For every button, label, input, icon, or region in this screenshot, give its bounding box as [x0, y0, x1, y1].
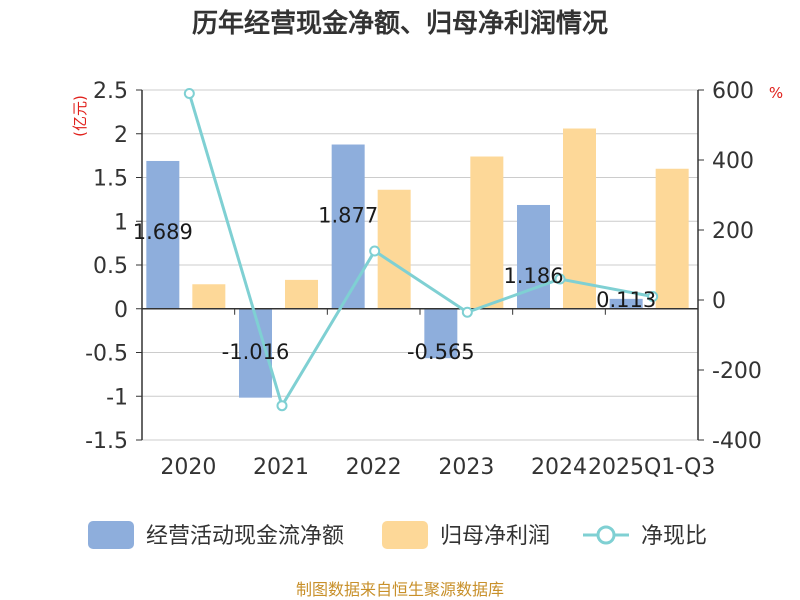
data-label-cashflow: -0.565 [407, 340, 475, 364]
legend-label-cashflow: 经营活动现金流净额 [146, 524, 344, 549]
legend-swatch-profit [382, 521, 428, 549]
legend-label-ratio: 净现比 [641, 524, 707, 549]
right-axis-unit: % [769, 84, 783, 102]
data-label-cashflow: 0.113 [596, 288, 656, 312]
right-tick-label: 600 [712, 79, 754, 104]
left-tick-label: 0 [114, 298, 128, 323]
bar-profit [377, 189, 411, 309]
bar-profit [285, 279, 318, 309]
legend-label-profit: 归母净利润 [440, 524, 550, 549]
ratio-polyline [187, 93, 653, 410]
ratio-point [461, 306, 473, 318]
x-tick-label: 2023 [438, 455, 494, 480]
right-tick-label: -400 [712, 429, 762, 454]
x-axis-ticks: 2020 2021 2022 2023 2024 2025Q1-Q3 [160, 455, 715, 480]
ratio-point [369, 245, 381, 257]
ratio-point [183, 88, 195, 99]
bar-cashflow [146, 160, 180, 309]
gridlines [142, 89, 698, 441]
ratio-point [276, 400, 288, 412]
right-tick-label: 0 [712, 289, 726, 314]
data-label-cashflow: 1.877 [318, 204, 378, 228]
ratio-line [183, 88, 659, 412]
right-tick-label: 400 [712, 149, 754, 174]
bar-cashflow [331, 144, 365, 309]
left-tick-label: 2 [114, 123, 128, 148]
left-tick-label: 0.5 [93, 254, 128, 279]
x-tick-label: 2024 [531, 455, 587, 480]
left-tick-label: -1 [106, 385, 128, 410]
bars [146, 128, 689, 398]
legend-swatch-cashflow [88, 521, 134, 549]
x-tick-label: 2022 [346, 455, 402, 480]
ratio-point [647, 291, 659, 302]
left-axis-unit: (亿元) [71, 95, 89, 137]
x-tick-label: 2025Q1-Q3 [588, 455, 715, 480]
chart-title: 历年经营现金净额、归母净利润情况 [192, 8, 608, 39]
legend: 经营活动现金流净额 归母净利润 净现比 [88, 521, 707, 549]
bar-profit [470, 156, 504, 309]
data-label-cashflow: 1.689 [133, 220, 193, 244]
source-note: 制图数据来自恒生聚源数据库 [296, 580, 504, 599]
right-axis-ticks: 600 400 200 0 -200 -400 [698, 79, 762, 454]
data-label-cashflow: 1.186 [503, 264, 563, 288]
ratio-point [554, 273, 566, 285]
left-tick-label: -0.5 [85, 342, 128, 367]
axes [141, 90, 699, 440]
left-axis-ticks: 2.5 2 1.5 1 0.5 0 -0.5 -1 -1.5 [85, 79, 142, 454]
x-tick-label: 2020 [160, 455, 216, 480]
left-tick-label: 1 [114, 210, 128, 235]
bar-profit [192, 284, 226, 309]
legend-marker-ratio [596, 525, 616, 545]
data-label-cashflow: -1.016 [222, 340, 290, 364]
bar-cashflow [609, 298, 643, 309]
bar-profit [655, 168, 689, 309]
right-tick-label: 200 [712, 219, 754, 244]
left-tick-label: 2.5 [93, 79, 128, 104]
left-tick-label: 1.5 [93, 167, 128, 192]
right-tick-label: -200 [712, 359, 762, 384]
left-tick-label: -1.5 [85, 429, 128, 454]
data-labels: 1.689 -1.016 1.877 -0.565 1.186 0.113 [133, 204, 656, 364]
x-tick-label: 2021 [253, 455, 309, 480]
bar-cashflow [424, 308, 458, 359]
bar-profit [563, 128, 596, 309]
